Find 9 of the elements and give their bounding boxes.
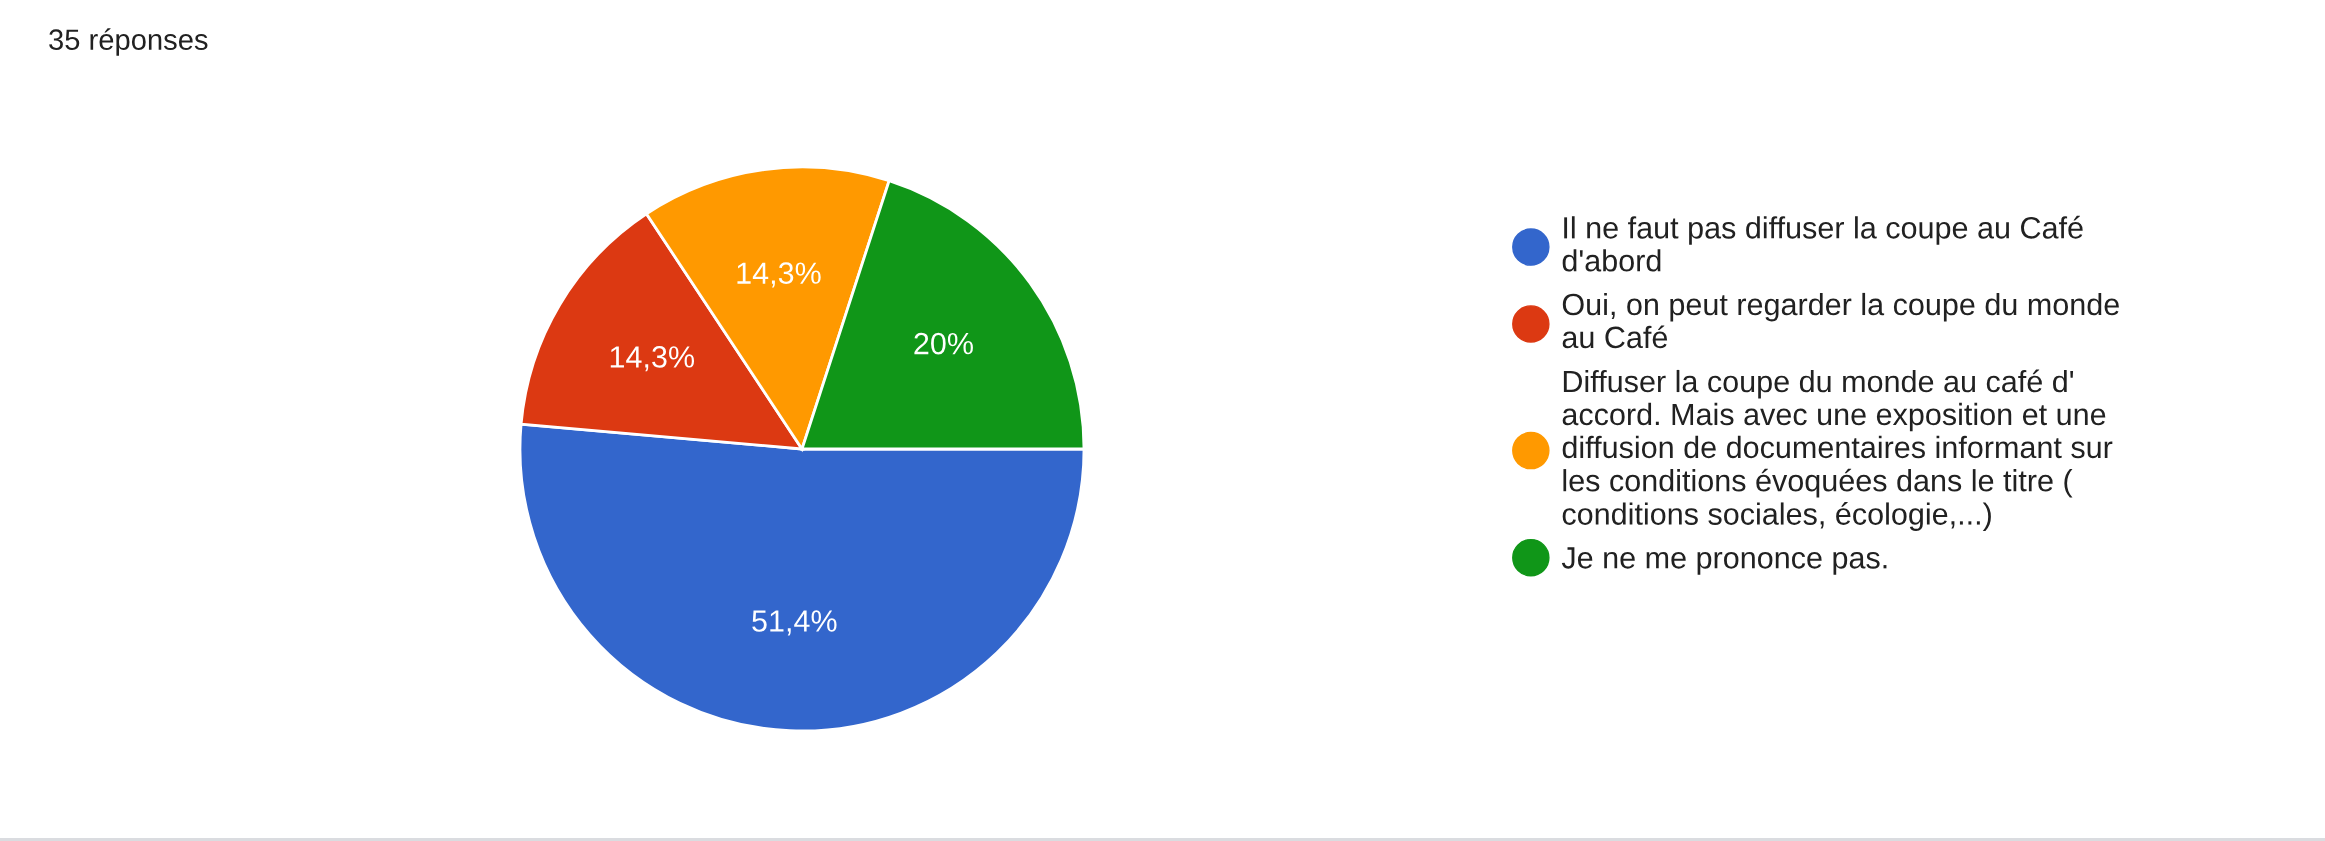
- data-label: 14,3%: [610, 346, 695, 372]
- data-label: 51,4%: [752, 610, 837, 636]
- legend-label: Je ne me prononce pas.: [1561, 547, 1887, 575]
- legend-label: Il ne faut pas diffuser la coupe au Café d'abord: [1562, 215, 2083, 272]
- data-label: 20%: [914, 332, 973, 355]
- text: 35 réponses: [49, 28, 208, 56]
- legend-label: Oui, on peut regarder la coupe du monde au Café: [1562, 292, 2119, 349]
- data-label: 14,3%: [737, 262, 821, 288]
- legend-label: Diffuser la coupe du monde au café d' accord. Mais avec une exposition et une diffusion de documentaires informant sur les conditions évoquées dans le titre ( conditions sociales, écologie,...): [1562, 369, 2113, 531]
